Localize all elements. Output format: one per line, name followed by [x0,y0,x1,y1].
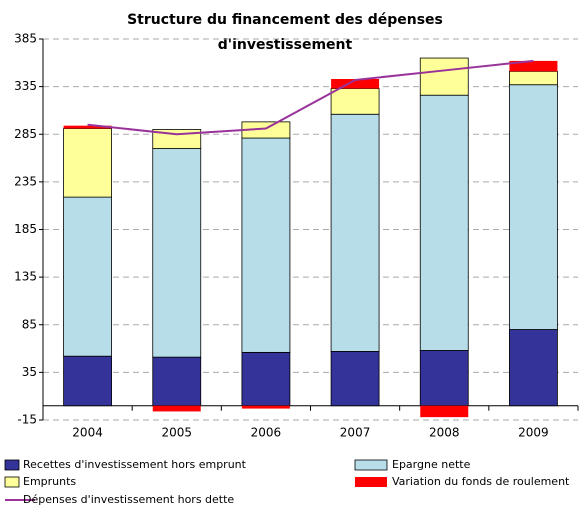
bar-segment [330,113,380,352]
y-tick-label: 135 [14,270,37,284]
bar-segment [152,405,201,412]
chart-title: d'investissement [218,37,353,53]
y-tick-label: 235 [14,174,37,188]
x-tick-label: 2006 [251,426,282,440]
y-tick-label: 385 [14,32,37,46]
legend-swatch [4,476,20,488]
chart-title: Structure du financement des dépenses [127,12,443,28]
bar-segment [241,137,291,353]
x-tick-label: 2007 [340,426,371,440]
y-tick-label: 35 [22,365,37,379]
bar-segment [509,84,558,330]
bar-segment [509,60,558,72]
y-tick-label: 185 [14,222,37,236]
bar-segment [509,70,558,86]
x-tick-label: 2004 [72,426,103,440]
y-tick-label: 335 [14,79,37,93]
bar-segment [63,128,112,198]
bar-segment [152,148,202,358]
bar-segment [419,94,469,351]
x-tick-label: 2009 [518,426,549,440]
legend-swatch [4,459,20,471]
x-tick-label: 2008 [429,426,460,440]
y-tick-label: 285 [14,127,37,141]
bar-segment [63,196,112,357]
bar-segment [241,405,290,409]
legend-label: Dépenses d'investissement hors dette [23,493,234,506]
bar-segment [63,355,112,407]
bar-segment [331,79,380,89]
bar-segment [330,351,380,407]
legend-label: Variation du fonds de roulement [392,475,570,488]
line [87,59,534,136]
bar-segment [419,57,469,96]
legend-swatch [354,459,388,471]
bar-segment [63,125,112,129]
y-tick-label: 85 [22,317,37,331]
bar-segment [330,88,380,115]
legend-label: Epargne nette [392,458,471,471]
bar-segment [419,350,469,407]
y-tick-label: -15 [17,413,37,427]
legend-swatch [355,477,387,487]
x-tick-label: 2005 [161,426,192,440]
bar-segment [241,351,291,407]
legend-label: Recettes d'investissement hors emprunt [23,458,247,471]
legend-label: Emprunts [23,475,76,488]
bar-segment [152,356,202,407]
bar-segment [420,405,469,418]
bar-segment [509,329,558,407]
